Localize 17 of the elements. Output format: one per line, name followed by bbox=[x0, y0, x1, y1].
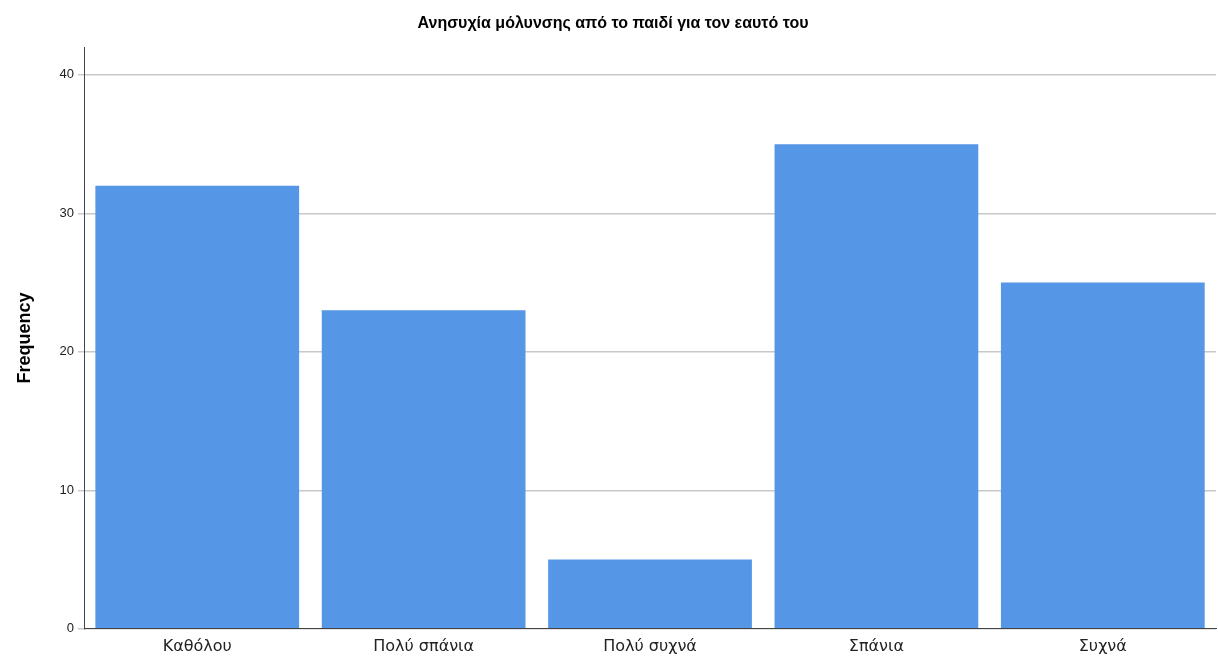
x-tick-label: Σπάνια bbox=[848, 635, 905, 655]
bar bbox=[95, 185, 300, 629]
y-tick-label: 0 bbox=[66, 620, 75, 636]
bar bbox=[1000, 282, 1205, 629]
x-tick-label: Καθόλου bbox=[162, 635, 232, 655]
y-tick-label: 40 bbox=[59, 66, 75, 82]
y-axis-title: Frequency bbox=[13, 292, 34, 384]
bar bbox=[321, 310, 526, 629]
x-tick-label: Συχνά bbox=[1078, 635, 1127, 655]
x-tick-label: Πολύ συχνά bbox=[603, 635, 697, 655]
bar bbox=[548, 559, 752, 629]
y-tick-label: 20 bbox=[59, 343, 75, 359]
bar bbox=[774, 144, 979, 629]
x-tick-label: Πολύ σπάνια bbox=[373, 635, 475, 655]
y-tick-label: 10 bbox=[59, 481, 75, 497]
chart-title: Ανησυχία μόλυνσης από το παιδί για τον εαυτό του bbox=[417, 14, 809, 33]
y-tick-label: 30 bbox=[59, 204, 75, 220]
